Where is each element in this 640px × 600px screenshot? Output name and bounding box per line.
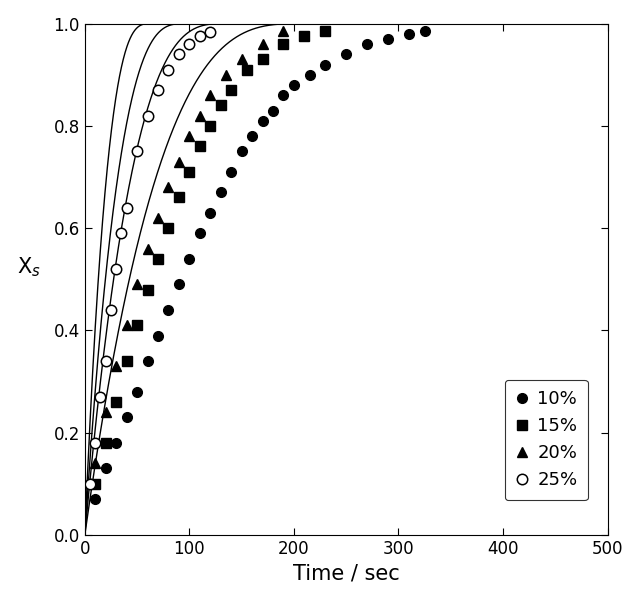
15% <box>227 86 235 94</box>
25% <box>123 204 131 211</box>
15% <box>175 194 183 201</box>
20% <box>186 133 193 140</box>
10% <box>102 465 109 472</box>
15% <box>133 322 141 329</box>
20% <box>102 409 109 416</box>
25% <box>113 265 120 272</box>
10% <box>227 169 235 176</box>
15% <box>196 143 204 150</box>
10% <box>280 92 287 99</box>
10% <box>384 35 392 43</box>
15% <box>186 169 193 176</box>
25% <box>107 307 115 314</box>
10% <box>154 332 162 339</box>
10% <box>123 414 131 421</box>
20% <box>280 28 287 35</box>
20% <box>207 92 214 99</box>
10% <box>164 307 172 314</box>
15% <box>92 480 99 487</box>
10% <box>342 51 350 58</box>
10% <box>196 230 204 237</box>
25% <box>102 358 109 365</box>
10% <box>144 358 152 365</box>
20% <box>144 245 152 252</box>
20% <box>238 56 246 63</box>
25% <box>207 29 214 36</box>
15% <box>123 358 131 365</box>
25% <box>92 439 99 446</box>
10% <box>259 117 266 124</box>
20% <box>196 112 204 119</box>
15% <box>102 439 109 446</box>
15% <box>243 66 251 73</box>
10% <box>321 61 329 68</box>
10% <box>113 439 120 446</box>
25% <box>196 33 204 40</box>
Legend: 10%, 15%, 20%, 25%: 10%, 15%, 20%, 25% <box>505 380 588 500</box>
15% <box>207 122 214 130</box>
25% <box>154 86 162 94</box>
20% <box>113 362 120 370</box>
10% <box>405 30 413 37</box>
20% <box>175 158 183 166</box>
25% <box>97 393 104 400</box>
15% <box>144 286 152 293</box>
25% <box>133 148 141 155</box>
25% <box>118 230 125 237</box>
15% <box>301 33 308 40</box>
Line: 25%: 25% <box>85 27 216 489</box>
10% <box>238 148 246 155</box>
20% <box>164 184 172 191</box>
20% <box>222 71 230 79</box>
25% <box>175 51 183 58</box>
15% <box>154 255 162 262</box>
25% <box>186 41 193 48</box>
Line: 20%: 20% <box>90 26 289 468</box>
20% <box>133 281 141 288</box>
10% <box>269 107 277 114</box>
10% <box>207 209 214 217</box>
Line: 15%: 15% <box>90 26 330 488</box>
10% <box>217 189 225 196</box>
15% <box>321 28 329 35</box>
20% <box>123 322 131 329</box>
15% <box>280 41 287 48</box>
20% <box>154 214 162 221</box>
15% <box>217 102 225 109</box>
20% <box>92 460 99 467</box>
10% <box>364 41 371 48</box>
10% <box>248 133 256 140</box>
Line: 10%: 10% <box>90 26 429 504</box>
25% <box>144 112 152 119</box>
10% <box>133 388 141 395</box>
25% <box>86 480 94 487</box>
X-axis label: Time / sec: Time / sec <box>293 563 399 583</box>
10% <box>420 28 428 35</box>
10% <box>306 71 314 79</box>
10% <box>290 82 298 89</box>
15% <box>113 398 120 406</box>
Y-axis label: X$_{s}$: X$_{s}$ <box>17 256 40 279</box>
15% <box>164 224 172 232</box>
10% <box>186 255 193 262</box>
10% <box>92 496 99 503</box>
25% <box>164 66 172 73</box>
20% <box>259 41 266 48</box>
10% <box>175 281 183 288</box>
15% <box>259 56 266 63</box>
